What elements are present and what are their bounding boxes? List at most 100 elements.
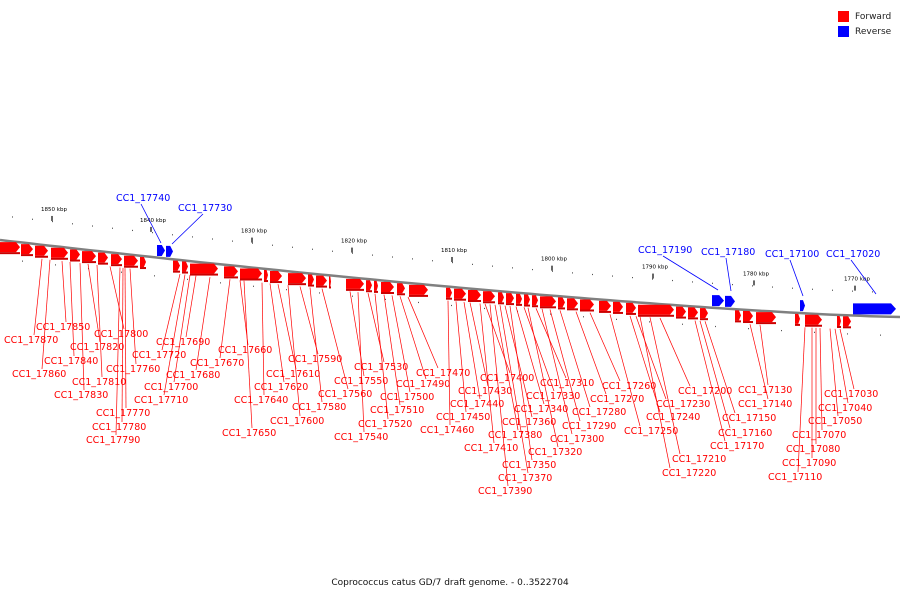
forward-leader-line — [219, 279, 231, 359]
lower-minor-tick — [748, 328, 749, 330]
lower-minor-tick — [55, 264, 56, 266]
lower-minor-tick — [616, 318, 617, 320]
lower-minor-tick — [220, 282, 221, 284]
forward-gene-label: CC1_17520 — [358, 419, 412, 430]
reverse-gene — [166, 245, 173, 257]
forward-leader-line — [124, 268, 127, 409]
legend-reverse-label: Reverse — [855, 26, 892, 37]
forward-leader-line — [797, 327, 806, 473]
forward-gene-shadow — [506, 303, 514, 306]
forward-gene — [516, 293, 522, 304]
scale-minor-tick — [452, 261, 453, 264]
scale-minor-tick — [72, 223, 73, 225]
forward-leader-line — [479, 303, 495, 444]
forward-leader-line — [489, 304, 509, 487]
forward-gene-shadow — [190, 273, 218, 276]
scale-minor-tick — [312, 248, 313, 250]
forward-gene-label: CC1_17400 — [480, 373, 534, 384]
forward-gene-label: CC1_17470 — [416, 368, 470, 379]
forward-gene — [498, 292, 504, 303]
forward-gene-label: CC1_17870 — [4, 335, 58, 346]
forward-gene-label: CC1_17760 — [106, 364, 160, 375]
forward-gene-shadow — [743, 321, 753, 324]
forward-leader-line — [185, 275, 197, 338]
scale-minor-tick — [412, 258, 413, 260]
scale-minor-tick — [872, 291, 873, 293]
forward-gene-label: CC1_17550 — [334, 376, 388, 387]
forward-gene-shadow — [270, 281, 282, 284]
forward-gene — [124, 255, 138, 266]
forward-leader-line — [535, 308, 567, 379]
forward-leader-line — [399, 296, 427, 380]
forward-gene-label: CC1_17500 — [380, 392, 434, 403]
genome-backbone — [0, 238, 900, 319]
forward-gene-label: CC1_17280 — [572, 407, 626, 418]
scale-minor-tick — [252, 242, 253, 244]
forward-gene — [182, 261, 188, 272]
lower-minor-tick — [187, 278, 188, 280]
forward-leader-line — [407, 296, 439, 369]
lower-minor-tick — [154, 275, 155, 277]
scale-minor-tick — [612, 275, 613, 277]
forward-leader-line — [609, 314, 641, 427]
forward-gene-shadow — [409, 294, 428, 297]
forward-gene-shadow — [124, 265, 138, 268]
lower-minor-tick — [286, 289, 287, 291]
forward-leader-line — [287, 285, 301, 417]
forward-leader-line — [269, 283, 285, 383]
forward-gene-label: CC1_17460 — [420, 425, 474, 436]
forward-gene-label: CC1_17620 — [254, 382, 308, 393]
forward-leader-line — [69, 261, 75, 357]
forward-gene-label: CC1_17030 — [824, 389, 878, 400]
forward-leader-line — [469, 302, 489, 387]
forward-gene-label: CC1_17580 — [292, 402, 346, 413]
forward-leader-line — [96, 264, 103, 378]
forward-gene-shadow — [795, 323, 800, 326]
forward-leader-line — [839, 328, 855, 390]
forward-gene — [240, 268, 262, 279]
forward-gene — [676, 306, 686, 317]
forward-leader-line — [455, 301, 467, 413]
scale-minor-tick — [92, 225, 93, 227]
lower-minor-tick — [880, 334, 881, 336]
forward-gene-label: CC1_17590 — [288, 354, 342, 365]
forward-gene-shadow — [468, 299, 481, 302]
forward-gene — [374, 280, 378, 291]
forward-gene-shadow — [397, 293, 405, 296]
forward-gene-label: CC1_17430 — [458, 386, 512, 397]
forward-leader-line — [309, 287, 323, 403]
forward-leader-line — [484, 303, 511, 374]
lower-minor-tick — [451, 304, 452, 307]
forward-gene-shadow — [599, 310, 611, 313]
scale-minor-tick — [52, 220, 53, 223]
scale-minor-tick — [652, 278, 653, 280]
scale-minor-tick — [192, 236, 193, 238]
forward-gene — [0, 242, 20, 253]
forward-leader-line — [321, 288, 349, 390]
forward-gene — [224, 266, 238, 277]
legend-forward: Forward — [838, 9, 891, 24]
forward-gene-label: CC1_17270 — [590, 394, 644, 405]
forward-leader-line — [635, 316, 667, 400]
forward-gene-shadow — [329, 286, 331, 289]
forward-gene-shadow — [111, 264, 122, 267]
forward-gene-shadow — [35, 255, 48, 258]
forward-gene — [366, 280, 372, 291]
forward-gene-label: CC1_17710 — [134, 395, 188, 406]
scale-minor-tick — [852, 290, 853, 292]
forward-gene — [329, 276, 331, 287]
scale-minor-tick — [732, 284, 733, 286]
scale-minor-tick — [292, 246, 293, 248]
forward-gene-label: CC1_17600 — [270, 416, 324, 427]
forward-gene — [843, 316, 851, 327]
forward-gene — [270, 271, 282, 282]
forward-gene — [532, 295, 538, 306]
forward-gene-label: CC1_17700 — [144, 382, 198, 393]
scale-minor-tick — [572, 272, 573, 274]
forward-gene-label: CC1_17450 — [436, 412, 490, 423]
lower-minor-tick — [583, 316, 584, 318]
scale-minor-tick — [212, 238, 213, 240]
forward-gene-label: CC1_17780 — [92, 422, 146, 433]
forward-gene-shadow — [140, 267, 146, 270]
forward-gene-label: CC1_17130 — [738, 385, 792, 396]
